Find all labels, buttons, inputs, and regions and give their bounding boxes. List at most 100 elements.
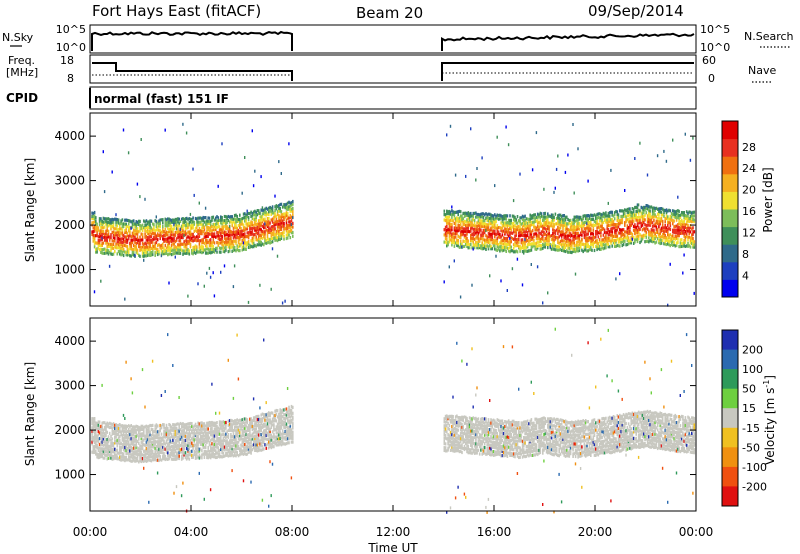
power-cell [578, 242, 581, 246]
power-cell [457, 241, 459, 245]
power-cell [175, 248, 178, 252]
velocity-cell [145, 447, 148, 451]
power-cell [226, 233, 228, 237]
velocity-cell [169, 447, 172, 452]
velocity-cell [217, 452, 220, 456]
power-cell [487, 232, 490, 236]
power-cell [457, 244, 459, 248]
power-cell [521, 225, 524, 229]
power-cell [653, 218, 655, 222]
power-cell [292, 206, 294, 211]
velocity-cell [131, 442, 134, 446]
power-cell [476, 236, 478, 240]
power-cell [615, 244, 617, 248]
velocity-cell [114, 456, 116, 460]
power-cell [685, 228, 688, 232]
power-cell [571, 228, 573, 232]
velocity-cell [204, 431, 207, 435]
power-cell [198, 239, 201, 243]
power-cell [275, 230, 278, 234]
power-cell [449, 225, 452, 229]
velocity-cell [106, 453, 108, 457]
power-cell [196, 247, 198, 251]
velocity-cell [216, 445, 218, 449]
power-cell [521, 250, 524, 254]
power-cell [168, 217, 170, 221]
power-cell [660, 216, 663, 221]
power-cell [619, 209, 621, 213]
power-cell [544, 220, 547, 225]
velocity-cell [180, 441, 183, 445]
power-cell [693, 243, 696, 247]
power-cell [640, 215, 643, 219]
power-cell [564, 231, 567, 235]
power-cell [602, 243, 605, 247]
power-cell [193, 222, 196, 226]
power-cell [232, 239, 235, 243]
power-cell [141, 241, 144, 245]
power-cell [285, 202, 288, 206]
power-cell [505, 242, 507, 246]
power-cell [461, 245, 463, 249]
velocity-cell [227, 448, 230, 452]
velocity-cell [124, 417, 126, 420]
power-cell [598, 244, 601, 248]
power-cell [539, 218, 542, 222]
power-cell [275, 238, 278, 242]
velocity-cell [103, 450, 106, 454]
power-cell [627, 214, 630, 218]
power-cell [644, 218, 646, 222]
power-cell [553, 238, 555, 242]
power-cell [505, 227, 507, 231]
power-cell [130, 235, 132, 239]
velocity-cell [169, 455, 172, 459]
power-cell [271, 220, 274, 224]
power-cell [209, 238, 212, 242]
velocity-cell [164, 447, 167, 451]
power-cell [194, 236, 197, 240]
power-cell [165, 240, 168, 244]
velocity-cell [159, 446, 161, 450]
power-cell [194, 247, 197, 251]
velocity-cell [191, 431, 193, 435]
power-cell [96, 250, 98, 254]
power-cell [151, 238, 154, 242]
power-cell [271, 233, 274, 237]
power-cell [659, 238, 661, 242]
power-cell [178, 245, 180, 249]
power-cell [97, 241, 100, 245]
power-cell [192, 235, 194, 239]
power-cell [290, 231, 293, 235]
power-cell [645, 235, 648, 239]
power-cell [567, 250, 569, 254]
power-cell [530, 248, 533, 252]
power-cell [480, 246, 482, 250]
velocity-cell [194, 453, 197, 458]
power-cell [540, 224, 543, 228]
velocity-cell [172, 451, 174, 455]
velocity-cell [173, 454, 175, 458]
power-cell [543, 232, 545, 237]
power-cell [584, 248, 587, 252]
power-cell [196, 245, 198, 249]
power-cell [516, 257, 519, 261]
velocity-cell [115, 456, 117, 460]
power-cell [574, 243, 577, 247]
power-cell [533, 234, 535, 238]
power-cell [102, 247, 105, 251]
power-cell [629, 239, 631, 243]
power-cell [685, 220, 688, 224]
power-cell [110, 220, 112, 223]
power-cell [550, 243, 553, 247]
power-cell [240, 226, 242, 231]
power-cell [595, 223, 597, 227]
power-cell [679, 238, 682, 242]
power-cell [576, 218, 578, 222]
power-cell [665, 242, 668, 247]
power-cell [193, 245, 196, 249]
power-cell [231, 240, 233, 244]
velocity-cell [215, 452, 217, 456]
power-cell [677, 237, 679, 241]
power-cell [685, 210, 688, 214]
power-cell [185, 216, 188, 220]
